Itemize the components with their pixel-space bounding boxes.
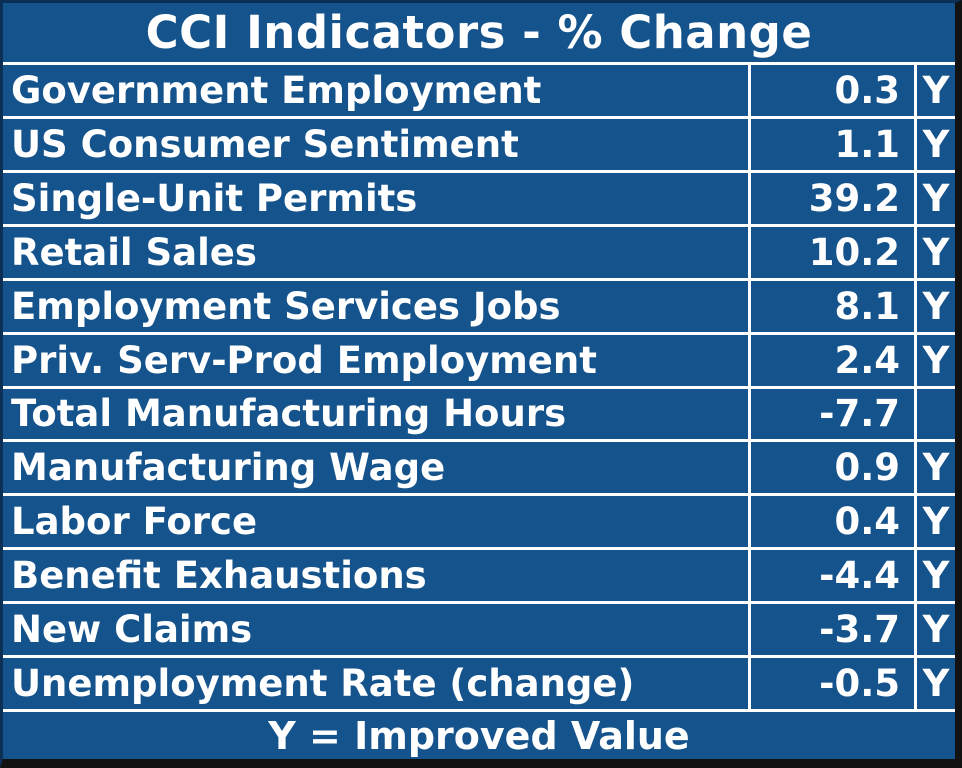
value-cell: 10.2	[748, 226, 914, 278]
improved-flag: Y	[914, 658, 955, 710]
improved-flag: Y	[914, 280, 955, 332]
page-title: CCI Indicators - % Change	[145, 6, 813, 59]
table-row: Total Manufacturing Hours -7.7	[3, 385, 955, 440]
improved-flag: Y	[914, 118, 955, 170]
value-cell: 1.1	[748, 118, 914, 170]
legend-note: Y = Improved Value	[3, 709, 955, 759]
table-row: Priv. Serv-Prod Employment 2.4 Y	[3, 331, 955, 386]
indicator-label: Government Employment	[11, 68, 542, 112]
table-row: Single-Unit Permits 39.2 Y	[3, 169, 955, 224]
table-row: Labor Force 0.4 Y	[3, 493, 955, 548]
improved-flag: Y	[914, 496, 955, 548]
value-cell: 0.4	[748, 496, 914, 548]
indicator-label: Labor Force	[11, 500, 258, 544]
indicator-label: Retail Sales	[11, 230, 257, 274]
value-cell: 2.4	[748, 334, 914, 386]
value-cell: -7.7	[748, 388, 914, 440]
table-row: Government Employment 0.3 Y	[3, 62, 955, 116]
indicator-label: Unemployment Rate (change)	[11, 662, 635, 706]
improved-flag: Y	[914, 226, 955, 278]
improved-flag: Y	[914, 65, 955, 116]
indicator-label: US Consumer Sentiment	[11, 122, 519, 166]
value-cell: 39.2	[748, 172, 914, 224]
value-cell: -0.5	[748, 658, 914, 710]
table-row: Unemployment Rate (change) -0.5 Y	[3, 655, 955, 710]
table-row: US Consumer Sentiment 1.1 Y	[3, 115, 955, 170]
table-row: New Claims -3.7 Y	[3, 601, 955, 656]
improved-flag: Y	[914, 550, 955, 602]
table-row: Manufacturing Wage 0.9 Y	[3, 439, 955, 494]
value-cell: 0.9	[748, 442, 914, 494]
value-cell: 0.3	[748, 65, 914, 116]
improved-flag: Y	[914, 604, 955, 656]
table-row: Benefit Exhaustions -4.4 Y	[3, 547, 955, 602]
indicator-label: New Claims	[11, 608, 253, 652]
improved-flag: Y	[914, 442, 955, 494]
indicator-label: Single-Unit Permits	[11, 176, 418, 220]
table-row: Retail Sales 10.2 Y	[3, 223, 955, 278]
indicator-label: Employment Services Jobs	[11, 284, 561, 328]
indicator-label: Priv. Serv-Prod Employment	[11, 338, 597, 382]
indicator-label: Benefit Exhaustions	[11, 554, 427, 598]
indicator-label: Manufacturing Wage	[11, 446, 446, 490]
value-cell: 8.1	[748, 280, 914, 332]
improved-flag: Y	[914, 172, 955, 224]
improved-flag: Y	[914, 334, 955, 386]
indicator-label: Total Manufacturing Hours	[11, 392, 567, 436]
improved-flag	[914, 388, 955, 440]
value-cell: -3.7	[748, 604, 914, 656]
table-row: Employment Services Jobs 8.1 Y	[3, 277, 955, 332]
value-cell: -4.4	[748, 550, 914, 602]
